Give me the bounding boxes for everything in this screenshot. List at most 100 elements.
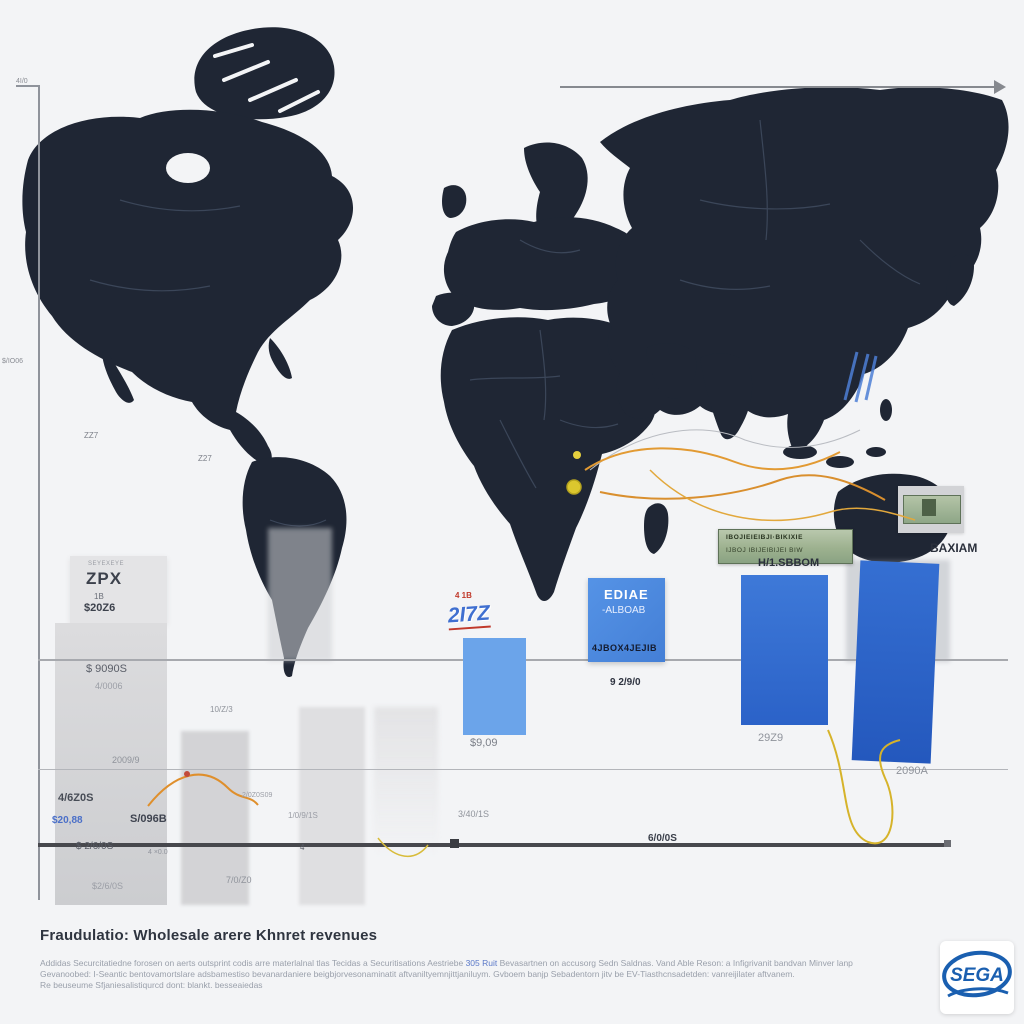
map-north-america	[22, 109, 354, 465]
map-country-borders	[89, 119, 921, 527]
wire-gray	[589, 429, 861, 471]
map-iberia	[432, 292, 475, 326]
note2-caption-label: BAXIAM	[930, 541, 978, 555]
y-axis-top-tick	[16, 85, 40, 87]
map-baja	[102, 350, 134, 403]
map-hudson-bay	[166, 153, 210, 183]
map-europe	[443, 217, 648, 311]
mid-value-g-label: 2/0Z0S09	[242, 792, 273, 799]
curve-orange-left	[147, 773, 259, 807]
bar2-top-label: 10/Z/3	[210, 705, 233, 714]
banknote-text-1: IBOJIEIEIBJI·BIKIXIE	[726, 534, 804, 541]
bluebox-line2-label: -ALBOAB	[602, 605, 646, 616]
mid-value-h-label: 7/0/Z0	[226, 875, 252, 885]
bar-light-blue	[463, 638, 526, 735]
map-island-2	[826, 456, 854, 468]
red-dot	[184, 771, 190, 777]
left-price-blue-label: $20,88	[52, 815, 83, 826]
bar-gray-2	[181, 731, 249, 905]
footer-seg2: 305 Ruit	[465, 958, 498, 968]
curve-orange-3	[649, 469, 916, 521]
axis-top-left-label: 4I/0	[16, 78, 28, 85]
wordart-label: 2I7Z	[447, 602, 491, 631]
mid-value-e-label: S/096B	[130, 813, 167, 825]
top-arrow-line	[560, 86, 996, 88]
map-florida	[268, 338, 292, 379]
map-island-1	[783, 445, 817, 459]
curve-orange-2	[599, 474, 886, 501]
mid-value-i-label: 1/0/9/1S	[288, 811, 318, 820]
axis-left-mid-label: $/IO06	[2, 358, 24, 365]
curve-yellow-loop	[827, 729, 901, 845]
top-arrow-head	[994, 80, 1006, 94]
bar-gray-1	[55, 623, 167, 905]
bluebox-line3-label: 4JBOX4JEJIB	[592, 643, 658, 653]
tick-label-a: ZZ7	[84, 431, 99, 440]
card-sub-label: 1B	[94, 592, 104, 601]
sega-logo-text: SEGA	[950, 965, 1004, 986]
bar1-sub-label: 4/0006	[95, 681, 123, 691]
bar1-value-label: $ 9090S	[86, 663, 127, 675]
mid-tiny-f-label: 4 ×0.0	[148, 849, 168, 856]
yellow-dot-small	[573, 451, 581, 459]
bluebox-below-label: 9 2/9/0	[610, 677, 641, 688]
map-madagascar	[644, 503, 669, 554]
banknote-small-seal	[922, 499, 936, 516]
curve-yellow-small	[377, 837, 429, 858]
footer-seg3: Bevasartnen on accusorg Sedn Saldnas. Va…	[499, 958, 853, 968]
red-caption-label: 4 1B	[455, 591, 472, 600]
curve-orange-1	[584, 447, 841, 471]
map-scandinavia	[524, 142, 588, 236]
map-uk	[442, 185, 467, 218]
baseline-marker-1	[450, 839, 459, 848]
mid-value-a-label: 2009/9	[112, 755, 140, 765]
gridline-2	[38, 769, 1008, 770]
card-title-label: ZPX	[86, 569, 123, 588]
banknote-text-2: IJBOJ IBIJEIBIJEI BIW	[726, 547, 803, 554]
map-island-3	[866, 447, 886, 457]
banknote-strip: IBOJIEIEIBJI·BIKIXIE IJBOJ IBIJEIBIJEI B…	[718, 529, 853, 564]
bar-dark-blue-1	[741, 575, 828, 725]
baseline-value-label: 6/0/0S	[648, 833, 677, 844]
map-arabia	[646, 343, 697, 399]
bar-dark2-label: 2090A	[896, 765, 928, 777]
overlay-gray-column	[268, 528, 332, 661]
label-card-gray	[70, 556, 167, 624]
bar-gray-3	[299, 707, 365, 905]
baseline-thick	[38, 843, 950, 847]
center-value-label: 3/40/1S	[458, 809, 490, 819]
map-island-4	[880, 399, 892, 421]
yellow-dot-large	[566, 479, 582, 495]
card-tiny-label: SEYEXEYE	[88, 561, 125, 567]
baseline-endcap	[944, 840, 951, 847]
blue-strokes-asia	[843, 351, 878, 403]
sega-logo-graphic: SEGA	[942, 950, 1012, 998]
left-value-b-label: 4/6Z0S	[58, 792, 94, 804]
footer-seg5: Re beuseume Sfjaniesalistiqurcd dont: bl…	[40, 980, 263, 990]
bar-dark1-label: 29Z9	[758, 732, 784, 744]
y-axis-line	[38, 85, 40, 900]
footer-paragraph: Addidas Securcitatiedne forosen on aerts…	[40, 958, 940, 991]
map-india	[700, 353, 753, 440]
bluebox-line1-label: EDIAE	[604, 587, 649, 602]
bar-light-blue-label: $9,09	[470, 737, 498, 749]
left-value-c-label: $ 2/6/0S	[76, 841, 114, 852]
map-fjord-lines	[213, 43, 320, 113]
footer-title: Fraudulatio: Wholesale arere Khnret reve…	[40, 927, 378, 944]
footer-seg4: Gevanoobed: I-Seantic bentovamortslare a…	[40, 969, 795, 979]
map-africa	[440, 317, 656, 601]
card-price-label: $20Z6	[84, 602, 116, 614]
footer-seg1: Addidas Securcitatiedne forosen on aerts…	[40, 958, 464, 968]
sega-logo: SEGA	[940, 941, 1014, 1014]
note1-caption-label: H/1.SBBOM	[758, 557, 820, 569]
mid-tiny-j-label: 4	[300, 843, 305, 852]
blue-info-box	[588, 578, 665, 662]
bar-gray-4	[374, 707, 438, 857]
sega-logo-swoosh	[947, 987, 1009, 998]
left-value-d-label: $2/6/0S	[92, 881, 124, 891]
tick-label-b: Z27	[198, 454, 212, 463]
map-japan	[946, 253, 974, 306]
